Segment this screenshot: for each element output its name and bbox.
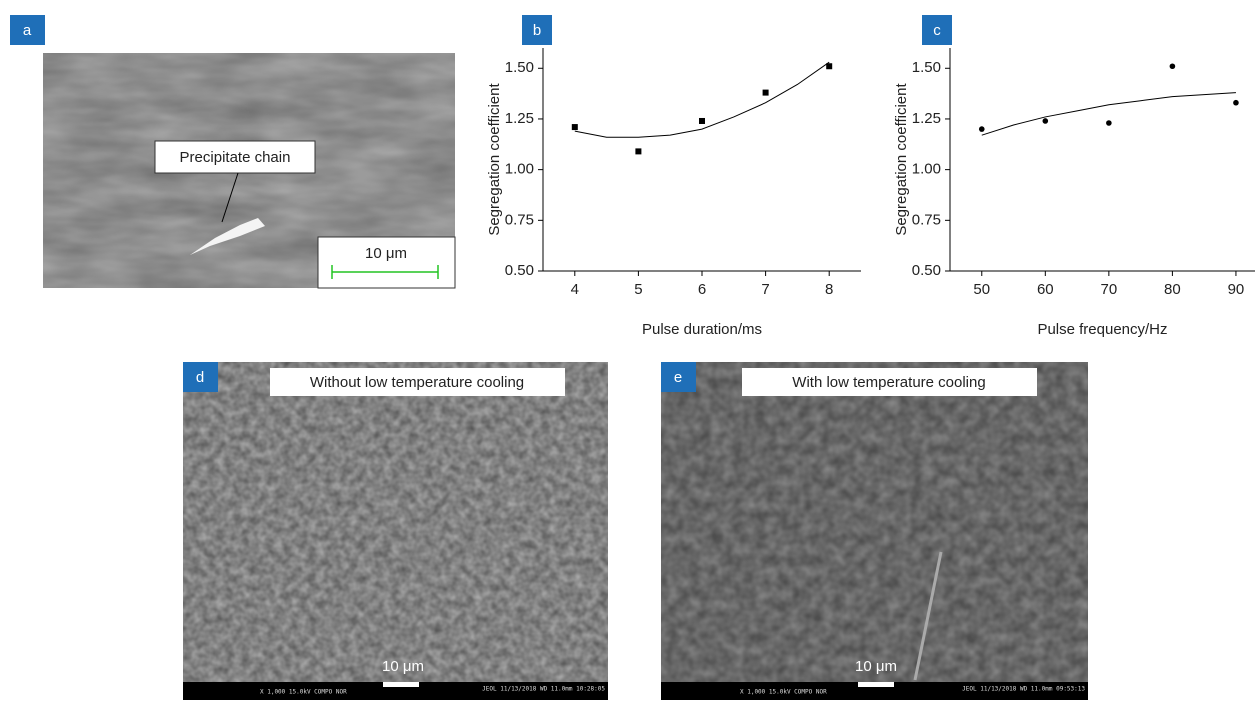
panel-label: e bbox=[674, 369, 682, 386]
x-tick-label: 5 bbox=[634, 281, 642, 298]
y-tick-label: 1.50 bbox=[505, 59, 534, 76]
x-axis-label: Pulse duration/ms bbox=[642, 321, 762, 338]
panel-label: d bbox=[196, 369, 204, 386]
x-tick-label: 80 bbox=[1164, 281, 1181, 298]
x-tick-label: 90 bbox=[1228, 281, 1245, 298]
point bbox=[635, 148, 641, 154]
scale-bar bbox=[383, 682, 419, 687]
y-tick-label: 1.25 bbox=[505, 110, 534, 127]
y-tick-label: 0.75 bbox=[912, 211, 941, 228]
panel-label: a bbox=[23, 22, 32, 39]
info-text: JEOL 11/13/2018 WD 11.0mm 10:28:05 bbox=[482, 686, 605, 693]
x-tick-label: 50 bbox=[973, 281, 990, 298]
scale-bar bbox=[858, 682, 894, 687]
y-axis-label: Segregation coefficient bbox=[893, 83, 910, 236]
point bbox=[1233, 100, 1239, 106]
panel-label: c bbox=[933, 22, 941, 39]
point bbox=[826, 63, 832, 69]
x-tick-label: 6 bbox=[698, 281, 706, 298]
y-tick-label: 1.25 bbox=[912, 110, 941, 127]
scale-label: 10 μm bbox=[382, 658, 424, 675]
x-tick-label: 8 bbox=[825, 281, 833, 298]
scale-label: 10 μm bbox=[365, 245, 407, 262]
y-tick-label: 1.00 bbox=[912, 161, 941, 178]
x-tick-label: 7 bbox=[761, 281, 769, 298]
y-axis-label: Segregation coefficient bbox=[486, 83, 503, 236]
caption: With low temperature cooling bbox=[792, 374, 985, 391]
y-tick-label: 0.75 bbox=[505, 211, 534, 228]
y-tick-label: 0.50 bbox=[912, 262, 941, 279]
point bbox=[1043, 118, 1049, 124]
point bbox=[572, 124, 578, 130]
x-tick-label: 4 bbox=[571, 281, 579, 298]
micrograph-texture bbox=[183, 362, 608, 682]
fit-curve bbox=[982, 93, 1236, 136]
y-tick-label: 1.50 bbox=[912, 59, 941, 76]
fit-curve bbox=[575, 62, 829, 137]
point bbox=[1106, 120, 1112, 126]
point bbox=[979, 126, 985, 132]
caption: Without low temperature cooling bbox=[310, 374, 524, 391]
scale-label: 10 μm bbox=[855, 658, 897, 675]
point bbox=[699, 118, 705, 124]
x-axis-label: Pulse frequency/Hz bbox=[1037, 321, 1167, 338]
x-tick-label: 60 bbox=[1037, 281, 1054, 298]
x-tick-label: 70 bbox=[1101, 281, 1118, 298]
info-text: JEOL 11/13/2018 WD 11.0mm 09:53:13 bbox=[962, 686, 1085, 693]
micrograph-texture bbox=[661, 362, 1088, 682]
point bbox=[1170, 63, 1176, 69]
y-tick-label: 0.50 bbox=[505, 262, 534, 279]
figure: a Precipitate chain 10 μm b c X 1,000 15… bbox=[0, 0, 1259, 700]
y-tick-label: 1.00 bbox=[505, 161, 534, 178]
panel-label: b bbox=[533, 22, 541, 39]
info-text: X 1,000 15.0kV COMPO NOR bbox=[740, 689, 827, 696]
point bbox=[763, 90, 769, 96]
info-text: X 1,000 15.0kV COMPO NOR bbox=[260, 689, 347, 696]
annotation: Precipitate chain bbox=[180, 149, 291, 166]
